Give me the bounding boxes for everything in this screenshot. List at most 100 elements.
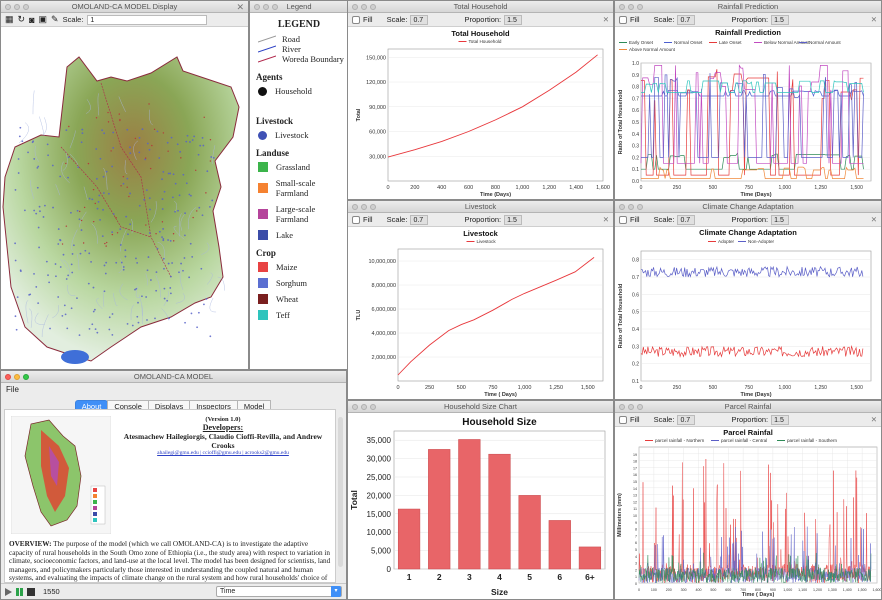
river-segment — [150, 201, 157, 223]
household-dot — [196, 210, 198, 212]
y-axis-label: Ratio of Total Household — [618, 90, 624, 155]
livestock-dot — [81, 132, 84, 135]
scale-label: Scale: — [653, 215, 675, 224]
river-segment — [163, 290, 169, 307]
fill-label: Fill — [363, 215, 373, 224]
close-icon[interactable]: ✕ — [870, 15, 877, 24]
control-window: OMOLAND-CA MODEL File About Console Displa… — [0, 370, 347, 600]
scale-input[interactable]: 0.7 — [410, 214, 429, 225]
scale-input[interactable]: 1 — [87, 14, 208, 25]
proportion-input[interactable]: 1.5 — [771, 14, 790, 25]
movie-icon[interactable]: ▣ — [38, 14, 48, 24]
x-tick-label: 1 — [407, 572, 412, 582]
legend-line-woreda-boundary: Woreda Boundary — [258, 54, 348, 64]
scale-input[interactable]: 0.7 — [410, 14, 429, 25]
window-controls[interactable] — [254, 4, 278, 10]
window-controls[interactable] — [352, 4, 376, 10]
layers-icon[interactable]: ▦ — [5, 14, 14, 24]
livestock-dot — [88, 327, 91, 330]
x-tick-label: 250 — [673, 385, 682, 391]
livestock-dot — [48, 281, 51, 284]
household-dot — [65, 162, 67, 165]
livestock-dot — [148, 197, 151, 200]
y-tick-label: 9 — [635, 521, 637, 525]
livestock-dot — [36, 186, 39, 189]
close-icon[interactable]: ✕ — [602, 215, 609, 224]
window-title: Rainfall Prediction — [717, 2, 779, 11]
river-segment — [149, 109, 153, 126]
livestock-dot — [98, 194, 101, 197]
legend-label: Normal Amount — [809, 40, 841, 45]
fill-checkbox[interactable] — [619, 415, 627, 424]
river-segment — [188, 207, 197, 230]
household-dot — [145, 224, 147, 226]
refresh-icon[interactable]: ↻ — [17, 14, 26, 24]
close-icon[interactable]: ✕ — [870, 215, 877, 224]
river-segment — [60, 258, 69, 271]
stop-button[interactable] — [27, 587, 35, 596]
livestock-dot — [92, 310, 95, 313]
time-select[interactable]: Time ▾ — [216, 586, 342, 597]
legend-label: Sorghum — [276, 278, 308, 288]
livestock-dot — [146, 269, 149, 272]
y-tick-label: 120,000 — [366, 80, 386, 86]
pause-button[interactable] — [16, 587, 23, 596]
study-area-map — [10, 415, 112, 535]
window-controls[interactable] — [5, 374, 29, 380]
fill-checkbox[interactable] — [352, 15, 360, 24]
fill-checkbox[interactable] — [619, 215, 627, 224]
x-tick-label: 400 — [696, 588, 702, 592]
proportion-input[interactable]: 1.5 — [504, 14, 523, 25]
chart-titlebar: Household Size Chart — [348, 401, 613, 413]
scale-input[interactable]: 0.7 — [677, 214, 696, 225]
proportion-input[interactable]: 1.5 — [771, 214, 790, 225]
y-tick-label: 6 — [635, 541, 637, 545]
y-tick-label: 0.3 — [632, 144, 639, 150]
map-canvas[interactable] — [1, 27, 248, 369]
developer-emails[interactable]: ahailegi@gmu.edu | ccioffi@gmu.edu | acr… — [157, 450, 289, 456]
about-scrollbar[interactable] — [338, 417, 343, 567]
livestock-dot — [135, 257, 137, 260]
y-axis-label: TLU — [356, 310, 362, 321]
scale-input[interactable]: 0.7 — [677, 414, 696, 425]
proportion-input[interactable]: 1.5 — [771, 414, 790, 425]
window-controls[interactable] — [352, 404, 376, 410]
x-tick-label: 1,000 — [518, 385, 532, 391]
close-icon[interactable]: ✕ — [236, 2, 244, 12]
camera-icon[interactable]: ◙ — [29, 14, 35, 25]
window-controls[interactable] — [619, 4, 643, 10]
window-controls[interactable] — [5, 4, 29, 10]
close-icon[interactable]: ✕ — [602, 15, 609, 24]
scale-input[interactable]: 0.7 — [677, 14, 696, 25]
chart-controls: Fill Scale: 0.7 Proportion: 1.5 ✕ — [348, 13, 613, 27]
y-tick-label: 0.2 — [632, 155, 639, 161]
livestock-dot — [171, 196, 174, 199]
fill-label: Fill — [630, 415, 640, 424]
play-button[interactable] — [5, 587, 12, 596]
livestock-dot — [108, 328, 111, 331]
household-dot — [149, 167, 152, 170]
livestock-dot — [78, 218, 81, 221]
chart-controls: Fill Scale: 0.7 Proportion: 1.5 ✕ — [348, 213, 613, 227]
legend-label: Large-scale Farmland — [275, 204, 316, 224]
wrench-icon[interactable]: ✎ — [51, 14, 59, 24]
household-dot — [173, 240, 175, 242]
window-controls[interactable] — [619, 404, 643, 410]
y-tick-label: 15,000 — [367, 510, 392, 519]
livestock-dot — [105, 170, 108, 173]
proportion-input[interactable]: 1.5 — [504, 214, 523, 225]
river-segment — [124, 160, 128, 175]
livestock-dot — [14, 189, 17, 191]
x-tick-label: 600 — [464, 185, 473, 191]
close-icon[interactable]: ✕ — [870, 415, 877, 424]
fill-checkbox[interactable] — [619, 15, 627, 24]
fill-checkbox[interactable] — [352, 215, 360, 224]
square-swatch-icon — [258, 262, 268, 272]
window-controls[interactable] — [619, 204, 643, 210]
window-controls[interactable] — [352, 204, 376, 210]
y-tick-label: 25,000 — [367, 473, 392, 482]
legend-sections: Agents Household Livestock Livestock Landuse… — [250, 72, 348, 320]
menu-file[interactable]: File — [6, 385, 19, 394]
about-panel: (Version 1.0) Developers: Atesmachew Hai… — [4, 409, 336, 583]
chart-title: Total Household — [451, 29, 510, 38]
